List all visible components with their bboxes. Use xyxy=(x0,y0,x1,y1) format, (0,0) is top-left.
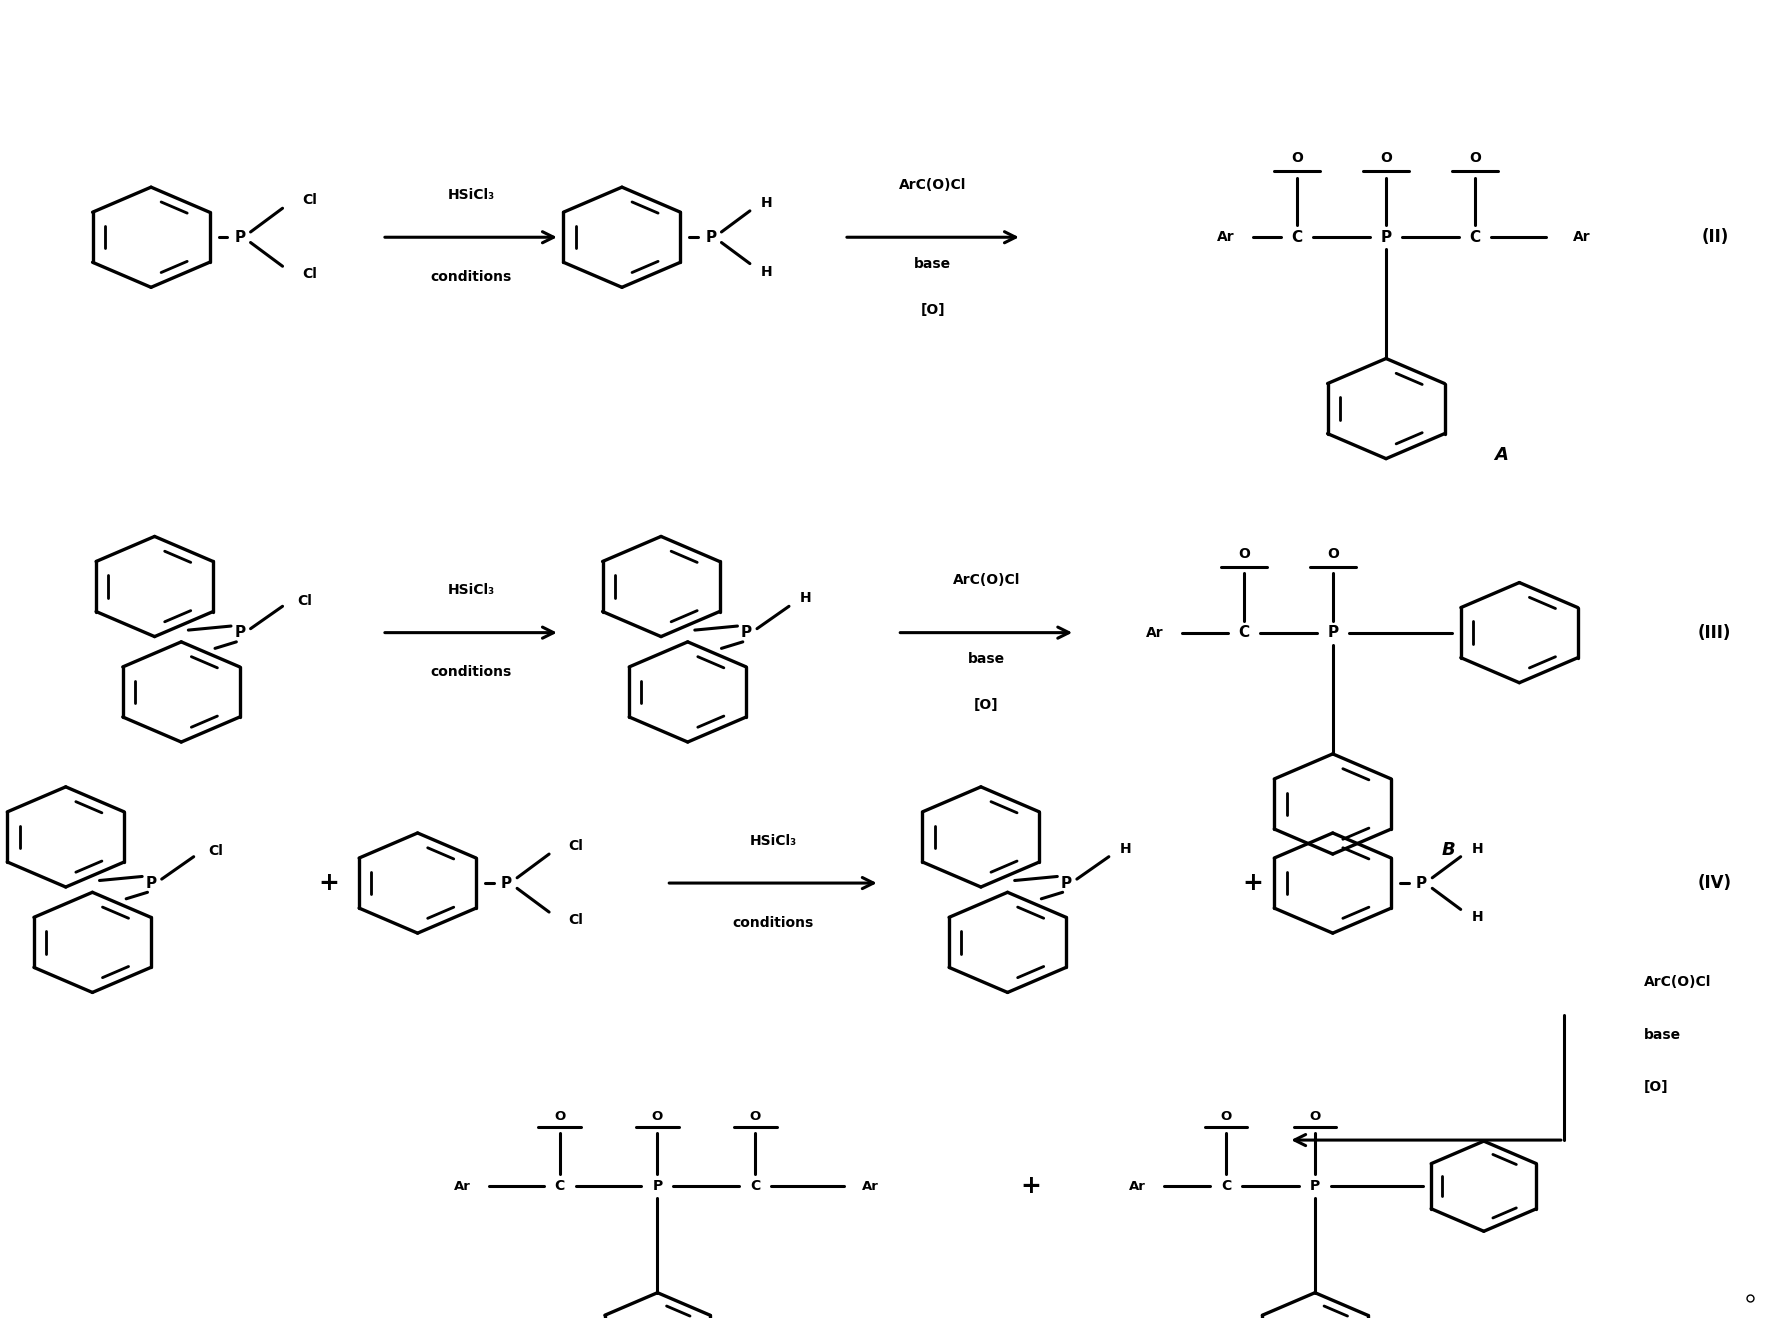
Text: (III): (III) xyxy=(1699,623,1731,642)
Text: Cl: Cl xyxy=(208,845,222,858)
Text: [O]: [O] xyxy=(920,303,945,316)
Text: O: O xyxy=(1327,547,1338,560)
Text: O: O xyxy=(652,1110,663,1123)
Text: Ar: Ar xyxy=(1128,1180,1146,1193)
Text: O: O xyxy=(1381,152,1391,165)
Text: ArC(O)Cl: ArC(O)Cl xyxy=(899,178,967,191)
Text: C: C xyxy=(554,1180,565,1193)
Text: conditions: conditions xyxy=(430,666,512,679)
Text: C: C xyxy=(1292,229,1303,245)
Text: P: P xyxy=(705,229,716,245)
Text: H: H xyxy=(761,265,773,278)
Text: HSiCl₃: HSiCl₃ xyxy=(750,834,796,847)
Text: O: O xyxy=(1310,1110,1320,1123)
Text: C: C xyxy=(1470,229,1480,245)
Text: O: O xyxy=(1239,547,1249,560)
Text: B: B xyxy=(1441,841,1455,859)
Text: HSiCl₃: HSiCl₃ xyxy=(448,584,494,597)
Text: [O]: [O] xyxy=(974,699,999,712)
Text: C: C xyxy=(1221,1180,1231,1193)
Text: P: P xyxy=(1061,875,1072,891)
Text: P: P xyxy=(1381,229,1391,245)
Text: [O]: [O] xyxy=(1644,1081,1669,1094)
Text: Cl: Cl xyxy=(302,268,316,281)
Text: HSiCl₃: HSiCl₃ xyxy=(448,188,494,202)
Text: Ar: Ar xyxy=(1217,231,1235,244)
Text: conditions: conditions xyxy=(732,916,814,929)
Text: +: + xyxy=(318,871,339,895)
Text: O: O xyxy=(1221,1110,1231,1123)
Text: Cl: Cl xyxy=(302,194,316,207)
Text: +: + xyxy=(1020,1174,1041,1198)
Text: H: H xyxy=(1471,842,1484,855)
Text: ArC(O)Cl: ArC(O)Cl xyxy=(1644,975,1711,988)
Text: Cl: Cl xyxy=(569,840,583,853)
Text: O: O xyxy=(554,1110,565,1123)
Text: C: C xyxy=(1239,625,1249,641)
Text: base: base xyxy=(915,257,951,270)
Text: Ar: Ar xyxy=(1573,231,1590,244)
Text: O: O xyxy=(1470,152,1480,165)
Text: P: P xyxy=(1310,1180,1320,1193)
Text: H: H xyxy=(1471,911,1484,924)
Text: Cl: Cl xyxy=(569,913,583,927)
Text: Ar: Ar xyxy=(862,1180,878,1193)
Text: O: O xyxy=(750,1110,761,1123)
Text: (IV): (IV) xyxy=(1697,874,1733,892)
Text: P: P xyxy=(1416,875,1427,891)
Text: P: P xyxy=(501,875,512,891)
Text: A: A xyxy=(1494,445,1509,464)
Text: P: P xyxy=(741,625,752,641)
Text: Ar: Ar xyxy=(453,1180,471,1193)
Text: P: P xyxy=(235,229,245,245)
Text: H: H xyxy=(761,196,773,210)
Text: P: P xyxy=(652,1180,663,1193)
Text: C: C xyxy=(750,1180,761,1193)
Text: P: P xyxy=(1327,625,1338,641)
Text: ArC(O)Cl: ArC(O)Cl xyxy=(952,573,1020,587)
Text: P: P xyxy=(146,875,156,891)
Text: Ar: Ar xyxy=(1146,626,1164,639)
Text: +: + xyxy=(1242,871,1263,895)
Text: conditions: conditions xyxy=(430,270,512,283)
Text: base: base xyxy=(1644,1028,1681,1041)
Text: (II): (II) xyxy=(1701,228,1729,246)
Text: H: H xyxy=(800,592,812,605)
Text: base: base xyxy=(968,652,1004,666)
Text: O: O xyxy=(1292,152,1303,165)
Text: P: P xyxy=(235,625,245,641)
Text: Cl: Cl xyxy=(297,594,311,608)
Text: H: H xyxy=(1120,842,1132,855)
